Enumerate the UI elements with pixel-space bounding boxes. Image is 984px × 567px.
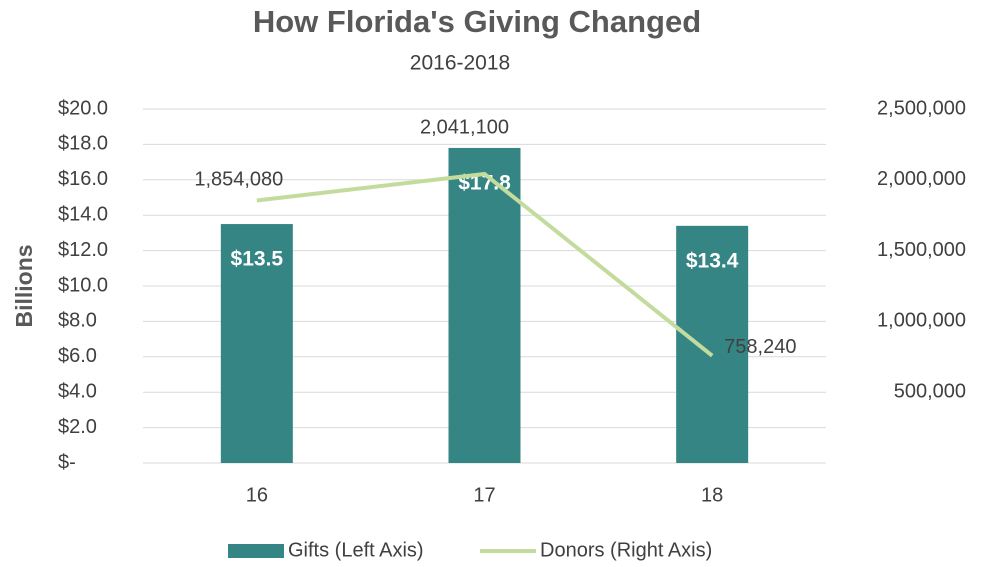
chart-subtitle: 2016-2018 <box>410 52 510 75</box>
x-tick-label: 17 <box>473 484 495 506</box>
y2-tick-label: 500,000 <box>894 380 966 402</box>
line-value-label: 2,041,100 <box>420 116 509 138</box>
bar-value-label: $13.5 <box>231 248 284 271</box>
bar <box>676 225 749 463</box>
y-tick-label: $10.0 <box>58 274 108 296</box>
x-tick-label: 18 <box>701 484 723 506</box>
y2-tick-label: 1,000,000 <box>877 310 966 332</box>
bar-value-label: $13.4 <box>686 249 739 272</box>
line <box>256 171 714 358</box>
y-tick-label: $2.0 <box>58 416 97 438</box>
bar <box>448 147 521 463</box>
y-tick-label: $- <box>58 451 76 473</box>
line-value-label: 1,854,080 <box>194 169 283 191</box>
x-tick-label: 16 <box>246 484 268 506</box>
y2-tick-label: 2,500,000 <box>877 97 966 119</box>
y-tick-label: $6.0 <box>58 345 97 367</box>
line-value-label: 758,240 <box>724 336 796 358</box>
y-tick-label: $4.0 <box>58 380 97 402</box>
y-tick-label: $16.0 <box>58 168 108 190</box>
bar <box>220 224 293 463</box>
y-axis-label: Billions <box>11 244 37 327</box>
legend-label: Gifts (Left Axis) <box>288 539 424 561</box>
y-tick-label: $8.0 <box>58 310 97 332</box>
chart-title: How Florida's Giving Changed <box>253 4 701 39</box>
legend-swatch <box>228 544 284 558</box>
y-tick-label: $14.0 <box>58 203 108 225</box>
y2-tick-label: 2,000,000 <box>877 168 966 190</box>
y2-tick-label: 1,500,000 <box>877 239 966 261</box>
y-tick-label: $12.0 <box>58 239 108 261</box>
legend-label: Donors (Right Axis) <box>540 539 712 561</box>
y-tick-label: $20.0 <box>58 97 108 119</box>
y-tick-label: $18.0 <box>58 133 108 155</box>
